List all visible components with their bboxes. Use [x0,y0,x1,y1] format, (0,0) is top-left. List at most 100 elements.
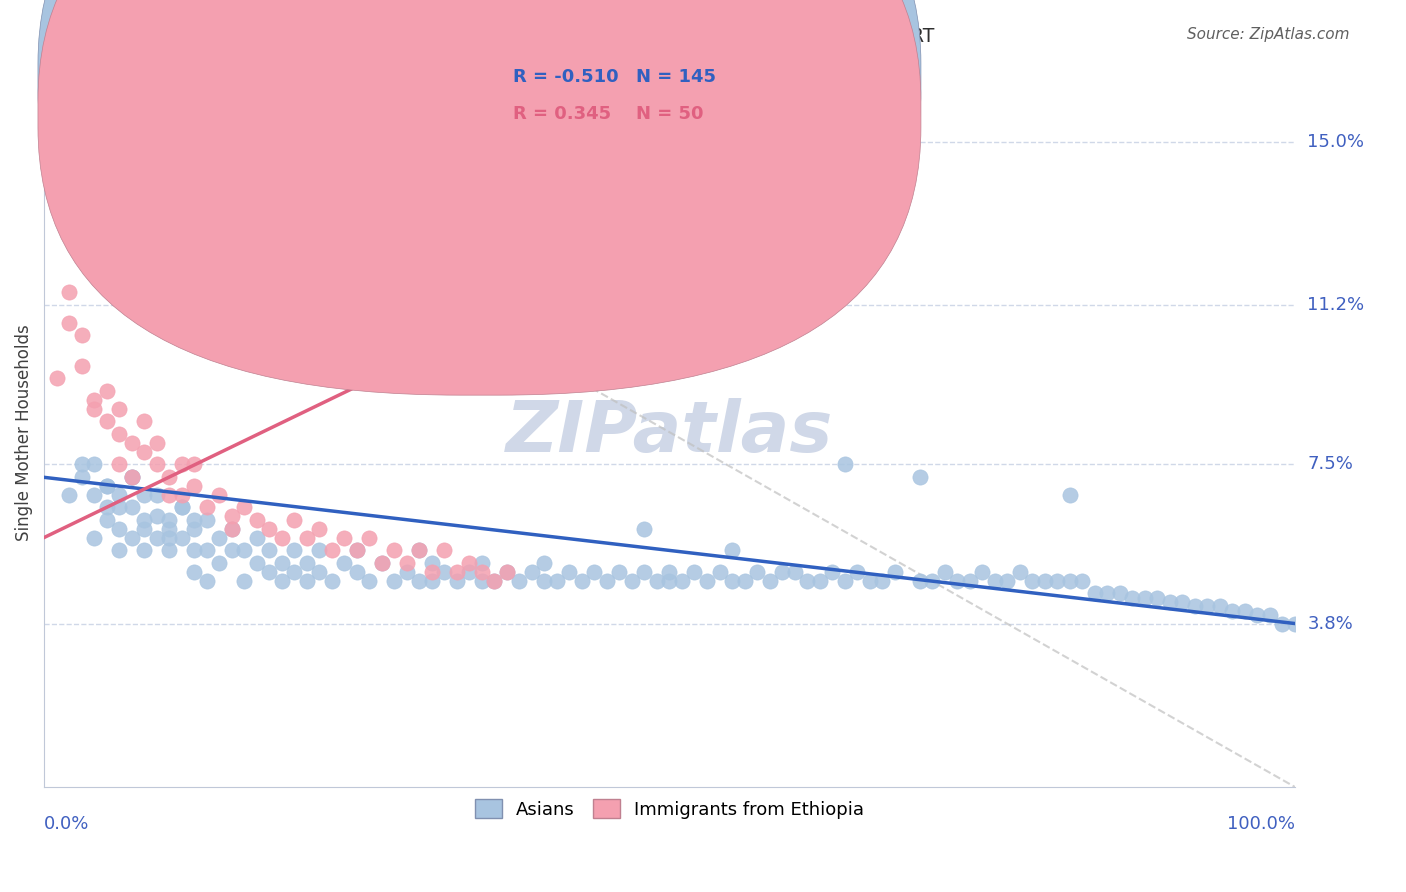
Text: 7.5%: 7.5% [1308,456,1353,474]
Point [446,574,468,588]
Point [183,543,205,558]
Point [808,574,831,588]
Point [796,574,818,588]
Point [408,543,430,558]
Point [1284,616,1306,631]
Point [208,557,231,571]
Point [395,565,418,579]
Point [883,565,905,579]
Text: 0.0%: 0.0% [44,815,90,833]
Point [96,384,118,399]
Point [359,574,381,588]
Point [221,543,243,558]
Text: N = 50: N = 50 [636,105,703,123]
Point [721,574,744,588]
Point [195,513,218,527]
Point [371,557,394,571]
Point [596,574,619,588]
Point [108,458,131,472]
Point [70,470,93,484]
Point [508,574,530,588]
Point [609,565,631,579]
Point [1159,595,1181,609]
Point [308,522,330,536]
Point [821,565,844,579]
Point [1033,574,1056,588]
Point [183,565,205,579]
Point [420,565,443,579]
Point [458,565,481,579]
Point [658,574,681,588]
Point [458,557,481,571]
Point [70,458,93,472]
Text: N = 145: N = 145 [636,68,716,86]
Point [1059,487,1081,501]
Point [246,531,269,545]
Point [846,565,869,579]
Point [270,531,292,545]
Point [233,574,256,588]
Point [333,557,356,571]
Point [295,531,318,545]
Point [671,574,693,588]
Point [157,487,180,501]
Point [145,487,167,501]
Point [134,543,156,558]
Point [221,509,243,524]
Point [745,565,768,579]
Point [408,543,430,558]
Point [170,500,193,515]
Point [683,565,706,579]
Point [96,414,118,428]
Point [1197,599,1219,614]
Point [134,487,156,501]
Point [359,531,381,545]
Point [1209,599,1232,614]
Point [633,522,655,536]
Point [1008,565,1031,579]
Point [83,401,105,416]
Point [471,565,494,579]
Point [170,500,193,515]
Point [783,565,806,579]
Point [558,565,581,579]
Point [520,565,543,579]
Point [308,565,330,579]
Point [283,543,305,558]
Point [395,557,418,571]
Point [246,557,269,571]
Point [208,531,231,545]
Point [221,522,243,536]
Point [121,470,143,484]
Point [371,557,394,571]
Point [233,500,256,515]
Point [734,574,756,588]
Point [195,543,218,558]
Point [145,436,167,450]
Point [484,574,506,588]
Point [145,458,167,472]
Point [446,565,468,579]
Point [1258,607,1281,622]
Point [183,513,205,527]
Point [108,500,131,515]
Y-axis label: Single Mother Households: Single Mother Households [15,324,32,541]
Point [96,479,118,493]
Point [170,458,193,472]
Point [321,543,343,558]
Point [157,513,180,527]
Point [709,565,731,579]
Legend: Asians, Immigrants from Ethiopia: Asians, Immigrants from Ethiopia [465,790,873,828]
Point [108,487,131,501]
Point [183,479,205,493]
Point [721,543,744,558]
Point [58,316,80,330]
Point [758,574,780,588]
Point [858,574,880,588]
Point [972,565,994,579]
Point [257,565,280,579]
Point [70,328,93,343]
Point [96,500,118,515]
Point [96,479,118,493]
Point [408,574,430,588]
